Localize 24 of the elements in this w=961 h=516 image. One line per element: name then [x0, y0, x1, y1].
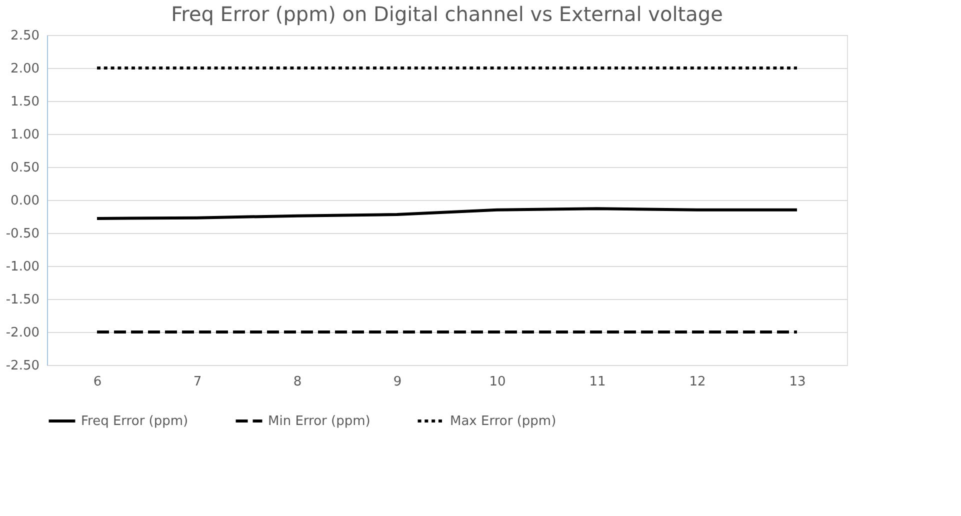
y-tick-label: 1.00 [10, 128, 40, 142]
y-tick-label: 2.00 [10, 62, 40, 76]
y-tick-label: 0.00 [10, 194, 40, 208]
x-tick-label: 12 [689, 374, 706, 390]
legend-label: Max Error (ppm) [450, 414, 556, 429]
y-tick-label: -1.00 [6, 260, 40, 274]
x-tick-label: 8 [293, 374, 302, 390]
y-tick-label: 0.50 [10, 160, 40, 176]
x-tick-label: 7 [193, 374, 202, 390]
y-tick-label: -1.50 [6, 292, 40, 308]
y-tick-label: 2.50 [10, 28, 40, 44]
y-tick-label: -2.50 [6, 358, 40, 374]
x-tick-label: 13 [789, 374, 806, 390]
chart-title: Freq Error (ppm) on Digital channel vs External voltage [171, 2, 723, 26]
x-tick-label: 11 [589, 374, 606, 390]
y-tick-label: -2.00 [6, 326, 40, 340]
x-tick-label: 6 [93, 374, 102, 390]
line-series [96, 207, 798, 220]
y-tick-label: 1.50 [10, 94, 40, 110]
legend-label: Freq Error (ppm) [81, 414, 188, 429]
x-tick-label: 9 [393, 374, 402, 390]
y-tick-label: -0.50 [6, 226, 40, 242]
x-tick-label: 10 [489, 374, 506, 390]
legend-label: Min Error (ppm) [268, 414, 370, 429]
